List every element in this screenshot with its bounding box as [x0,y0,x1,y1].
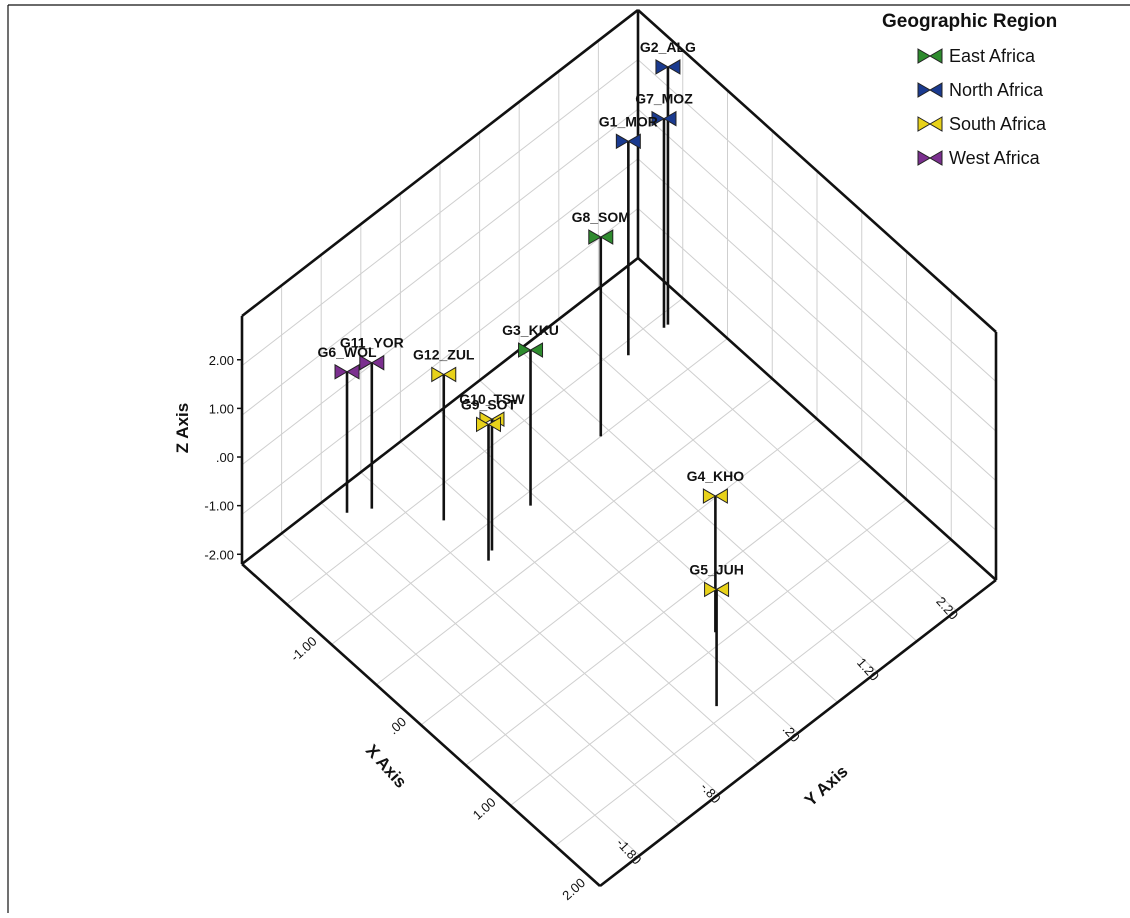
wall-grid-line-z [241,9,997,333]
point-marker [704,581,730,598]
point-marker [518,342,544,358]
point-label: G1_MOR [599,113,658,129]
point-marker [702,488,728,504]
x-tick-label: 1.20 [854,655,882,684]
x-tick-label: 2.20 [933,594,961,623]
point-labels: G2_ALG G7_MOZ G1_MOR G8_SOM G3_KKU G12_ZUL G10… [317,39,744,577]
z-tick-label: .00 [216,450,234,465]
point-marker [651,110,677,127]
legend-title: Geographic Region [882,11,1057,32]
point-label: G3_KKU [502,322,559,338]
z-tick-label: 1.00 [209,401,234,416]
data-markers [334,59,730,598]
box-edge [241,563,601,887]
point-marker [334,363,360,380]
z-axis-title: Z Axis [173,403,192,453]
point-label: G8_SOM [572,209,630,225]
floor-grid-line-y [465,458,863,766]
point-label: G10_TSW [459,391,525,407]
y-tick-label: -1.00 [288,633,320,664]
y-tick-label: 1.00 [470,794,499,822]
point-marker [431,366,457,383]
axis-ticks: 2.001.00.00-1.00-2.002.201.20.20-.80-1.8… [204,353,961,903]
drop-lines [345,66,718,707]
y-axis-title: Y Axis [801,762,852,810]
floor-grid-line-y [510,499,907,806]
point-label: G12_ZUL [413,346,475,362]
y-tick-label: .00 [386,714,409,737]
point-label: G11_YOR [340,335,404,351]
box-edge [599,578,997,888]
point-marker [359,354,385,371]
floor-grid-line-y [420,418,818,726]
box-edge [241,8,639,318]
legend-entry-label: North Africa [949,80,1044,100]
point-marker [588,229,614,245]
point-label: G4_KHO [687,468,745,484]
wall-grid-line-z [241,108,997,432]
box-edge [241,256,639,566]
z-tick-label: -1.00 [204,499,234,514]
wall-grid-line-z [241,158,997,482]
wall-grid-line-z [241,257,997,581]
floor-grid-line-y [286,297,684,605]
point-label: G7_MOZ [635,91,693,107]
box-edge [637,257,997,581]
legend: Geographic Region East Africa North Afric… [882,11,1057,168]
point-marker [476,416,502,433]
point-label: G6_WOL [317,344,377,360]
legend-marker-icon [917,82,943,98]
legend-entry-label: West Africa [949,148,1041,168]
legend-entry-label: South Africa [949,114,1047,134]
floor-grid-line-y [554,539,952,847]
legend-marker-icon [917,48,943,64]
box-edges [240,8,998,888]
point-label: G9_SOT [461,396,517,412]
point-marker [655,59,681,75]
x-tick-label: -.80 [698,780,724,807]
z-tick-label: 2.00 [209,353,234,368]
legend-entry-label: East Africa [949,46,1036,66]
box-edge [637,9,997,333]
point-marker [615,133,641,150]
x-tick-label: .20 [780,722,803,745]
legend-marker-icon [917,116,943,132]
legend-items: East Africa North Africa South Africa West … [917,46,1047,168]
x-axis-title: X Axis [362,741,410,792]
point-label: G5_JUH [689,561,743,577]
floor-grid-line-y [375,378,773,686]
point-label: G2_ALG [640,39,696,55]
z-tick-label: -2.00 [204,547,234,562]
legend-marker-icon [917,150,943,166]
y-tick-label: 2.00 [559,875,588,903]
